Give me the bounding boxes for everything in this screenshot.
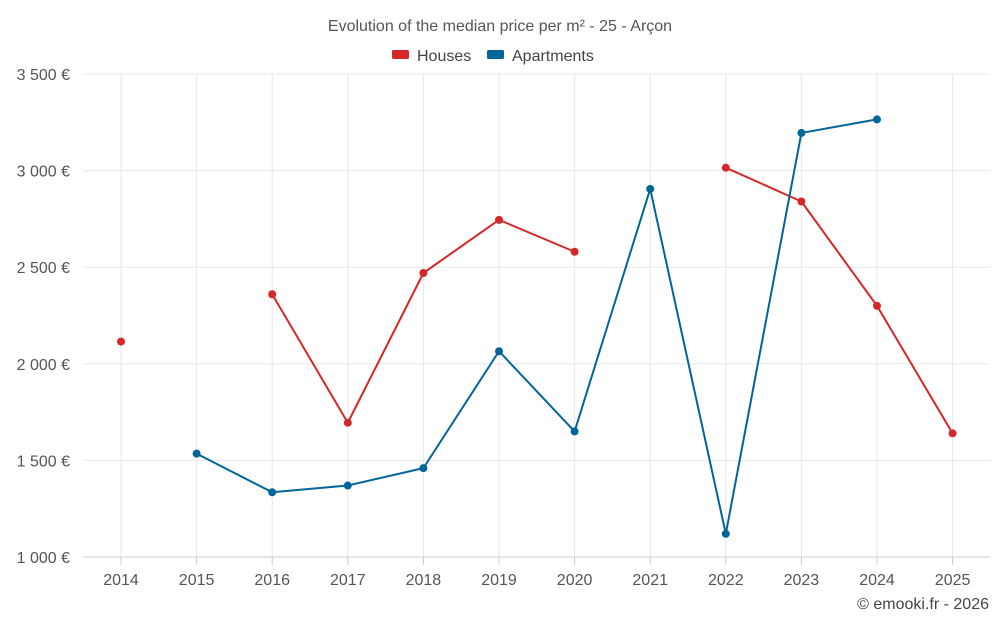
series-line-apartments — [196, 118, 878, 535]
x-tick-label: 2015 — [179, 572, 215, 589]
data-point-houses-2018[interactable] — [419, 268, 428, 277]
legend-swatch-apartments — [487, 50, 504, 59]
legend-swatch-houses — [392, 50, 409, 59]
data-point-apartments-2019[interactable] — [495, 347, 503, 356]
data-point-apartments-2017[interactable] — [343, 481, 352, 490]
data-point-apartments-2015[interactable] — [192, 449, 201, 458]
data-point-apartments-2024[interactable] — [873, 115, 881, 124]
x-tick-label: 2025 — [935, 572, 971, 589]
data-point-apartments-2020[interactable] — [570, 427, 579, 436]
x-tick-label: 2014 — [103, 572, 139, 589]
series — [117, 115, 957, 538]
data-point-apartments-2021[interactable] — [646, 184, 655, 193]
y-tick-label: 1 500 € — [17, 453, 70, 470]
grid — [83, 73, 990, 558]
series-apartments — [192, 115, 881, 538]
data-point-apartments-2016[interactable] — [268, 488, 277, 497]
data-point-houses-2019[interactable] — [495, 215, 503, 224]
data-point-houses-2022[interactable] — [721, 163, 730, 172]
x-tick-label: 2018 — [406, 572, 442, 589]
data-point-houses-2017[interactable] — [343, 418, 352, 427]
data-point-apartments-2022[interactable] — [721, 529, 730, 538]
data-point-apartments-2023[interactable] — [797, 128, 806, 137]
data-point-houses-2025[interactable] — [948, 429, 957, 438]
data-point-houses-2023[interactable] — [797, 197, 806, 206]
legend-label-houses: Houses — [417, 48, 471, 65]
y-tick-label: 2 000 € — [17, 357, 70, 374]
data-point-houses-2024[interactable] — [873, 301, 881, 310]
data-point-houses-2020[interactable] — [570, 247, 579, 256]
y-tick-label: 2 500 € — [17, 260, 70, 277]
axes: 1 000 € 1 500 € 2 000 € 2 500 € 3 000 € 3 500… — [17, 67, 990, 589]
y-tick-label: 1 000 € — [17, 550, 70, 567]
legend-label-apartments: Apartments — [512, 48, 594, 65]
credit-text: © emooki.fr - 2026 — [857, 596, 989, 613]
legend: Houses Apartments — [392, 48, 594, 65]
data-point-houses-2016[interactable] — [268, 290, 277, 299]
x-tick-label: 2017 — [330, 572, 366, 589]
data-point-apartments-2018[interactable] — [419, 464, 428, 473]
y-tick-label: 3 500 € — [17, 67, 70, 84]
x-tick-label: 2023 — [784, 572, 820, 589]
x-tick-label: 2021 — [632, 572, 668, 589]
x-tick-label: 2022 — [708, 572, 744, 589]
data-point-houses-2014[interactable] — [117, 337, 125, 346]
series-houses — [117, 163, 957, 438]
x-tick-label: 2019 — [481, 572, 517, 589]
y-tick-label: 3 000 € — [17, 164, 70, 181]
series-line-houses — [725, 166, 954, 434]
x-tick-label: 2016 — [254, 572, 290, 589]
x-tick-label: 2024 — [859, 572, 895, 589]
chart-title: Evolution of the median price per m² - 2… — [328, 18, 672, 35]
x-tick-label: 2020 — [557, 572, 593, 589]
